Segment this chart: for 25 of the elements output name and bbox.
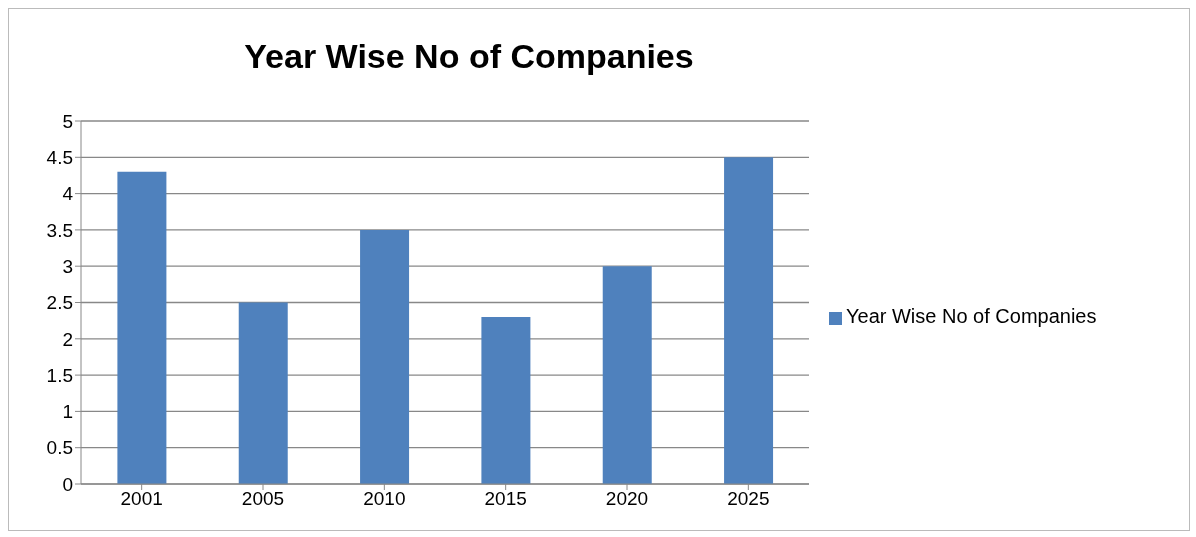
chart-title: Year Wise No of Companies (243, 37, 695, 76)
y-tick-label: 1.5 (46, 364, 73, 386)
y-tick-label: 3.5 (46, 219, 73, 241)
bar (481, 317, 531, 484)
y-tick-label: 2 (62, 328, 73, 350)
y-tick-label: 4.5 (46, 147, 73, 169)
legend-label: Year Wise No of Companies (846, 305, 1097, 327)
bar (117, 171, 167, 484)
y-tick-label: 2.5 (46, 292, 73, 314)
y-tick-label: 4 (62, 183, 74, 205)
y-tick-label: 3 (62, 255, 73, 277)
y-tick-label: 0 (62, 473, 73, 495)
bar (238, 302, 288, 484)
x-tick-label: 2010 (363, 488, 406, 510)
x-tick-label: 2005 (241, 488, 285, 510)
y-tick-label: 1 (62, 401, 73, 423)
x-tick-label: 2001 (120, 488, 163, 510)
x-tick-label: 2015 (484, 488, 527, 510)
bar (602, 266, 652, 484)
bar (360, 229, 410, 484)
y-tick-label: 0.5 (46, 437, 73, 459)
y-tick-label: 5 (62, 110, 73, 132)
x-tick-label: 2020 (605, 488, 649, 510)
x-tick-label: 2025 (727, 488, 770, 510)
bar (724, 157, 774, 484)
